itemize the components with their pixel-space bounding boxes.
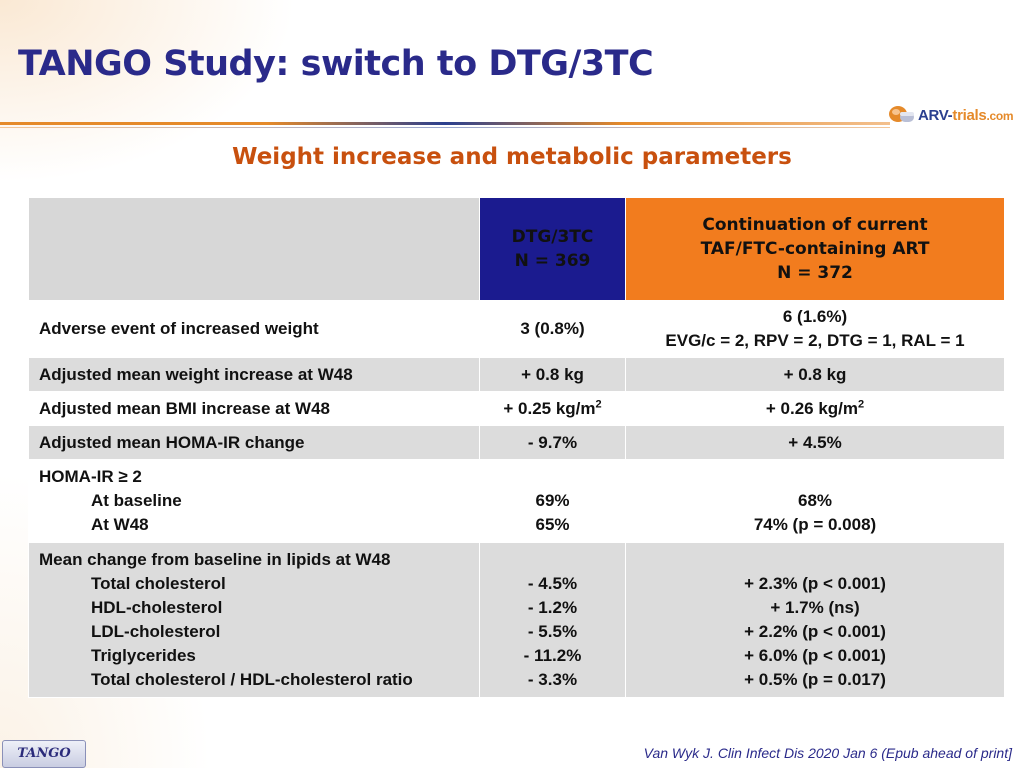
row-label-main: HOMA-IR ≥ 2 <box>39 467 142 486</box>
capsule-logo-icon <box>889 106 914 122</box>
dtg-value: + 0.8 kg <box>479 357 626 392</box>
value-line: - 3.3% <box>527 670 578 689</box>
table-row: HOMA-IR ≥ 2 At baseline At W48 69% 65% 6… <box>28 459 1005 543</box>
value-line: + 6.0% (p < 0.001) <box>744 646 886 665</box>
title-divider <box>0 122 890 125</box>
table-row: Mean change from baseline in lipids at W… <box>28 542 1005 698</box>
logo-text: ARV-trials.com <box>918 106 1014 124</box>
current-value: + 0.26 kg/m2 <box>625 391 1005 426</box>
results-table: DTG/3TC N = 369 Continuation of current … <box>28 197 1005 698</box>
value-line: 69% <box>535 491 570 510</box>
row-label: Adjusted mean weight increase at W48 <box>28 357 480 392</box>
value-line: 74% (p = 0.008) <box>753 515 877 534</box>
row-label: HOMA-IR ≥ 2 At baseline At W48 <box>28 459 480 543</box>
value-line: 65% <box>535 515 570 534</box>
row-sublabel: At W48 <box>91 515 149 534</box>
header-line: TAF/FTC-containing ART <box>700 239 930 259</box>
slide-subtitle: Weight increase and metabolic parameters <box>232 144 792 170</box>
row-sublabel: Total cholesterol / HDL-cholesterol rati… <box>91 670 413 689</box>
current-value: 6 (1.6%) EVG/c = 2, RPV = 2, DTG = 1, RA… <box>625 300 1005 358</box>
arv-trials-logo: ARV-trials.com <box>886 98 1018 132</box>
row-sublabel: Triglycerides <box>91 646 196 665</box>
header-line: DTG/3TC <box>511 227 594 247</box>
value-line: + 1.7% (ns) <box>770 598 860 617</box>
table-header-row: DTG/3TC N = 369 Continuation of current … <box>28 197 1005 301</box>
value-line: - 1.2% <box>527 598 578 617</box>
header-dtg-3tc: DTG/3TC N = 369 <box>479 197 626 301</box>
header-continuation-art: Continuation of current TAF/FTC-containi… <box>625 197 1005 301</box>
tango-study-badge: TANGO <box>2 740 86 768</box>
table-corner-cell <box>28 197 480 301</box>
value-line: + 2.3% (p < 0.001) <box>744 574 886 593</box>
value-line: - 11.2% <box>523 646 582 665</box>
value-line: 6 (1.6%) <box>782 307 848 326</box>
dtg-value: - 4.5% - 1.2% - 5.5% - 11.2% - 3.3% <box>479 542 626 698</box>
row-sublabel: Total cholesterol <box>91 574 226 593</box>
current-value: 68% 74% (p = 0.008) <box>625 459 1005 543</box>
value-line: - 5.5% <box>527 622 578 641</box>
table-row: Adjusted mean HOMA-IR change - 9.7% + 4.… <box>28 425 1005 460</box>
value-line: 68% <box>797 491 833 510</box>
row-label-main: Mean change from baseline in lipids at W… <box>39 550 391 569</box>
row-label: Adverse event of increased weight <box>28 300 480 358</box>
dtg-value: 69% 65% <box>479 459 626 543</box>
logo-text-accent: trials <box>952 106 987 124</box>
table-row: Adjusted mean BMI increase at W48 + 0.25… <box>28 391 1005 426</box>
table-row: Adverse event of increased weight 3 (0.8… <box>28 300 1005 358</box>
current-value: + 4.5% <box>625 425 1005 460</box>
row-label: Mean change from baseline in lipids at W… <box>28 542 480 698</box>
logo-text-main: ARV- <box>918 106 953 124</box>
value-line: - 4.5% <box>527 574 578 593</box>
row-sublabel: LDL-cholesterol <box>91 622 221 641</box>
value-text: + 0.26 kg/m <box>765 398 858 418</box>
row-label: Adjusted mean HOMA-IR change <box>28 425 480 460</box>
value-line: + 0.5% (p = 0.017) <box>744 670 886 689</box>
dtg-value: 3 (0.8%) <box>479 300 626 358</box>
unit-superscript: 2 <box>858 397 865 410</box>
header-line: Continuation of current <box>702 215 928 235</box>
citation-reference: Van Wyk J. Clin Infect Dis 2020 Jan 6 (E… <box>643 745 1012 761</box>
title-divider-thin <box>0 127 890 128</box>
value-text: + 0.25 kg/m <box>503 398 596 418</box>
value-line: + 2.2% (p < 0.001) <box>744 622 886 641</box>
current-value: + 2.3% (p < 0.001) + 1.7% (ns) + 2.2% (p… <box>625 542 1005 698</box>
row-sublabel: HDL-cholesterol <box>91 598 223 617</box>
header-line: N = 372 <box>777 263 853 283</box>
value-line: EVG/c = 2, RPV = 2, DTG = 1, RAL = 1 <box>665 331 965 350</box>
slide-title: TANGO Study: switch to DTG/3TC <box>18 44 654 84</box>
row-sublabel: At baseline <box>91 491 182 510</box>
header-line: N = 369 <box>514 251 591 271</box>
logo-text-suffix: .com <box>986 108 1014 123</box>
table-row: Adjusted mean weight increase at W48 + 0… <box>28 357 1005 392</box>
current-value: + 0.8 kg <box>625 357 1005 392</box>
unit-superscript: 2 <box>595 397 602 410</box>
dtg-value: + 0.25 kg/m2 <box>479 391 626 426</box>
dtg-value: - 9.7% <box>479 425 626 460</box>
row-label: Adjusted mean BMI increase at W48 <box>28 391 480 426</box>
